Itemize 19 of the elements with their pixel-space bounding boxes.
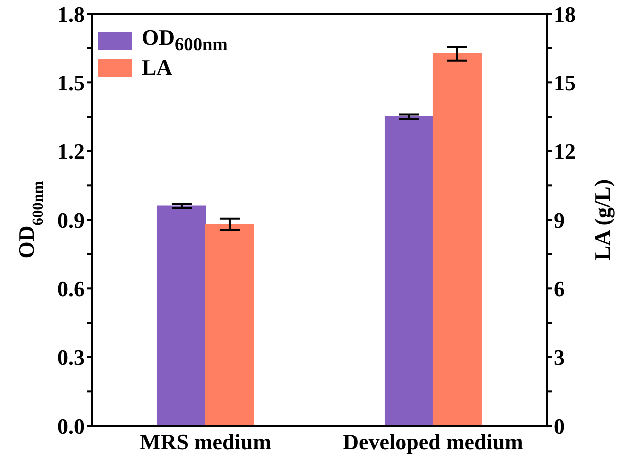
x-tick-label: Developed medium: [343, 430, 524, 455]
y2-axis-title: LA (g/L): [590, 179, 615, 261]
y-tick-label: 0.9: [58, 208, 85, 233]
y2-tick-label: 3: [554, 345, 565, 370]
x-tick-label: MRS medium: [140, 430, 272, 455]
y2-tick-label: 9: [554, 208, 565, 233]
y-tick-label: 0.0: [58, 414, 85, 439]
y-tick-label: 0.6: [58, 276, 85, 302]
y-tick-label: 0.3: [58, 345, 85, 370]
y2-tick-label: 15: [554, 70, 576, 96]
y-tick-label: 1.8: [58, 2, 85, 27]
y2-tick-label: 18: [554, 2, 576, 27]
y-tick-label: 1.5: [58, 70, 85, 96]
legend-label: LA: [142, 54, 173, 80]
y2-tick-label: 12: [554, 139, 576, 164]
legend-label: OD$_{600nm}$: [142, 25, 228, 55]
y2-tick-label: 0: [554, 414, 565, 439]
y2-tick-label: 6: [554, 276, 565, 302]
y-tick-label: 1.2: [58, 139, 85, 164]
